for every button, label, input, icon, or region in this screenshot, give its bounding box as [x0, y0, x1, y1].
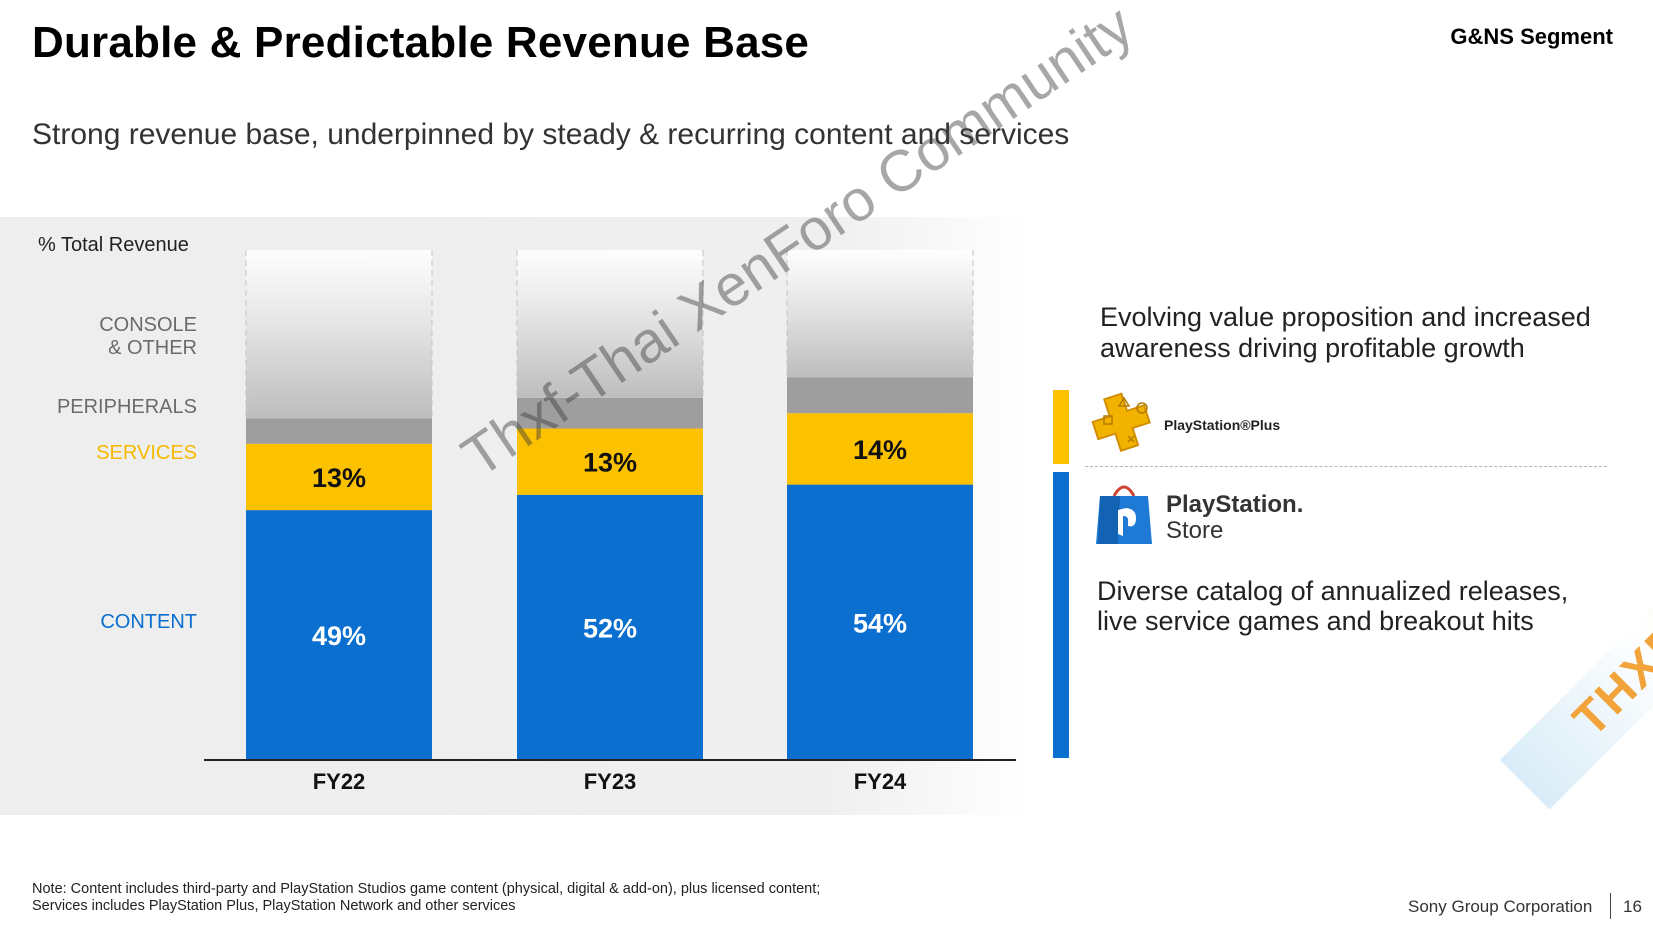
bar-peripherals-fy22	[246, 418, 432, 444]
bar-peripherals-fy24	[787, 377, 973, 414]
services-indicator-bar	[1053, 390, 1069, 464]
data-label-services-fy22: 13%	[312, 463, 366, 493]
bar-services-fy24	[787, 413, 973, 485]
y-axis-label: % Total Revenue	[38, 234, 189, 256]
bar-content-fy23	[517, 494, 703, 760]
bar-console-other-fy23	[517, 250, 703, 398]
legend-peripherals: PERIPHERALS	[57, 396, 197, 418]
legend-services: SERVICES	[96, 442, 197, 464]
data-label-content-fy24: 54%	[853, 608, 907, 638]
legend-console-line1: CONSOLE	[99, 314, 197, 336]
data-label-content-fy22: 49%	[312, 621, 366, 651]
page-number: 16	[1623, 897, 1642, 916]
data-label-content-fy23: 52%	[583, 613, 637, 643]
playstation-plus-icon	[1090, 390, 1160, 457]
chart-panel: 49% 13% FY22 52% 13% FY23 54% 14% FY24 % Total R…	[0, 217, 1030, 815]
playstation-plus-label: PlayStation®Plus	[1164, 417, 1281, 433]
content-description-line1: Diverse catalog of annualized releases,	[1097, 576, 1569, 606]
bar-content-fy24	[787, 484, 973, 760]
bar-console-other-fy22	[246, 250, 432, 419]
data-label-services-fy24: 14%	[853, 435, 907, 465]
playstation-store-label: PlayStation. Store	[1166, 492, 1303, 544]
bar-services-fy22	[246, 443, 432, 511]
page-title: Durable & Predictable Revenue Base	[32, 18, 810, 67]
page-subtitle: Strong revenue base, underpinned by stea…	[32, 118, 1070, 151]
x-tick-label-fy24: FY24	[854, 769, 907, 794]
bar-services-fy23	[517, 428, 703, 495]
footnote-line2: Services includes PlayStation Plus, Play…	[32, 898, 516, 914]
section-divider	[1085, 466, 1607, 467]
footnote: Note: Content includes third-party and P…	[32, 881, 820, 915]
content-description-line2: live service games and breakout hits	[1097, 606, 1534, 636]
segment-label: G&NS Segment	[1450, 24, 1613, 49]
legend-console-line2: & OTHER	[108, 337, 197, 359]
playstation-store-label-line2: Store	[1166, 517, 1224, 544]
bar-console-other-fy24	[787, 250, 973, 378]
services-description: Evolving value proposition and increased…	[1100, 302, 1591, 363]
x-tick-label-fy22: FY22	[313, 769, 366, 794]
content-description: Diverse catalog of annualized releases, …	[1097, 576, 1568, 636]
data-label-services-fy23: 13%	[583, 448, 637, 478]
footer-separator	[1610, 893, 1611, 919]
legend-content: CONTENT	[100, 611, 197, 633]
stacked-bar-chart: 49% 13% FY22 52% 13% FY23 54% 14% FY24 % Total R…	[38, 234, 1016, 794]
corner-watermark-text: THXF.ORG	[1563, 526, 1653, 747]
playstation-store-bag-icon	[1094, 480, 1154, 553]
playstation-store-label-line1: PlayStation.	[1166, 491, 1304, 518]
x-tick-label-fy23: FY23	[584, 769, 637, 794]
company-name: Sony Group Corporation	[1408, 897, 1593, 916]
bar-content-fy22	[246, 510, 432, 760]
corner-watermark-banner: THXF.ORG	[1500, 463, 1653, 810]
footnote-line1: Note: Content includes third-party and P…	[32, 881, 821, 897]
content-indicator-bar	[1053, 472, 1069, 758]
bar-peripherals-fy23	[517, 397, 703, 429]
